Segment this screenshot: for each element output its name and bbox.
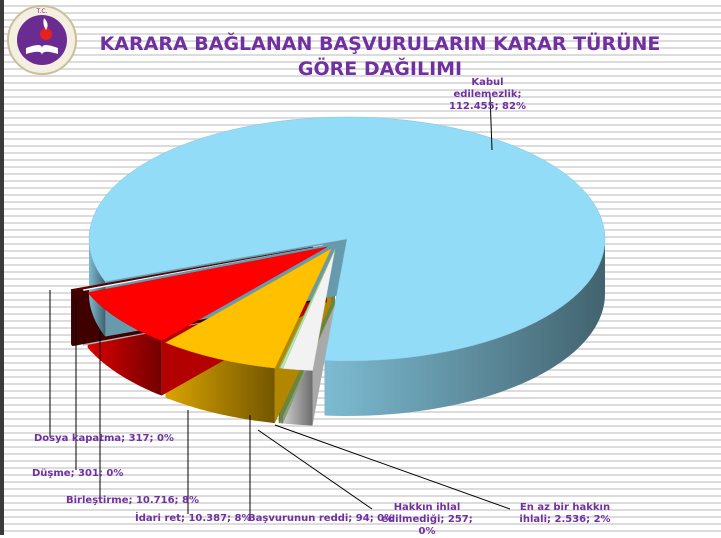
data-label-idari-ret: İdari ret; 10.387; 8% xyxy=(135,513,252,524)
pie-top-faces xyxy=(70,116,606,371)
slice-rim-dosya-kapatma xyxy=(71,289,73,347)
data-label-en-az-bir-hakkin-ihlali: En az bir hakkın ihlali; 2.536; 2% xyxy=(519,502,611,525)
slice-rim-kabul-edilemezlik xyxy=(324,239,605,416)
slice-dosya-kapatma xyxy=(70,246,314,292)
leader-line xyxy=(257,429,373,510)
data-label-dosya-kapatma: Dosya kapatma; 317; 0% xyxy=(34,433,174,444)
chart-title: KARARA BAĞLANAN BAŞVURULARIN KARAR TÜRÜN… xyxy=(99,33,661,80)
leader-line xyxy=(274,424,511,510)
slice-birle-tirme xyxy=(87,246,328,341)
window-edge xyxy=(0,0,4,535)
data-label-basvurunun-reddi: Başvurunun reddi; 94; 0% xyxy=(248,513,395,524)
leader-line xyxy=(489,94,493,151)
data-label-kabul: Kabul edilemezlik; 112.455; 82% xyxy=(449,77,526,112)
data-label-dusme: Düşme; 301; 0% xyxy=(32,468,124,479)
slice-kabul-edilemezlik xyxy=(88,116,606,362)
svg-text:T.C.: T.C. xyxy=(36,8,48,15)
slice-ba-vurunun-reddi xyxy=(278,248,336,369)
anayasa-mahkemesi-logo: T.C. xyxy=(7,5,77,75)
data-label-birlestirme: Birleştirme; 10.716; 8% xyxy=(66,495,200,506)
slice-i-dari-ret xyxy=(165,248,332,369)
data-label-hakkin-ihlal-edilmedigi: Hakkın ihlal edilmediği; 257; 0% xyxy=(381,502,473,537)
